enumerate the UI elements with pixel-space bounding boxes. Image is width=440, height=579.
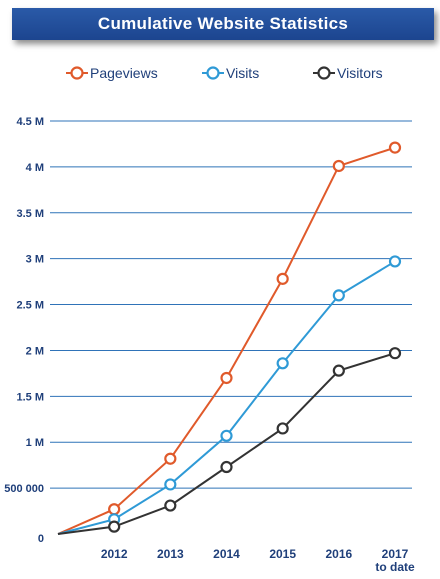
data-point-visitors bbox=[164, 499, 177, 512]
legend: Pageviews Visits Visitors bbox=[66, 65, 383, 81]
data-point-visits bbox=[164, 478, 177, 491]
legend-item-pageviews: Pageviews bbox=[66, 65, 158, 81]
x-tick-label: 2012 bbox=[101, 547, 128, 561]
data-point-visitors bbox=[220, 460, 233, 474]
legend-label: Pageviews bbox=[90, 65, 158, 81]
data-point-pageviews bbox=[220, 371, 233, 385]
y-tick-label: 4.5 M bbox=[16, 116, 44, 128]
y-tick-label: 4 M bbox=[26, 162, 44, 174]
data-point-visits bbox=[332, 289, 345, 302]
y-tick-label: 2 M bbox=[26, 345, 44, 357]
data-point-visitors bbox=[276, 422, 289, 435]
legend-swatch-marker bbox=[70, 66, 84, 80]
series-line-pageviews bbox=[57, 146, 396, 535]
data-point-pageviews bbox=[164, 452, 177, 465]
x-tick-sublabel: to date bbox=[375, 560, 415, 574]
legend-label: Visitors bbox=[337, 65, 383, 81]
data-point-visits bbox=[220, 429, 233, 442]
data-point-pageviews bbox=[332, 159, 345, 173]
y-tick-label: 0 bbox=[38, 533, 44, 545]
y-tick-label: 3 M bbox=[26, 254, 44, 266]
legend-item-visitors: Visitors bbox=[313, 65, 383, 81]
series-group bbox=[57, 141, 402, 535]
y-tick-label: 1.5 M bbox=[16, 391, 44, 403]
legend-swatch-marker bbox=[206, 66, 220, 80]
series-line-visits bbox=[57, 260, 396, 535]
legend-label: Visits bbox=[226, 65, 259, 81]
legend-swatch-marker bbox=[317, 66, 331, 80]
x-tick-label: 2016 bbox=[325, 547, 352, 561]
y-tick-label: 2.5 M bbox=[16, 300, 44, 312]
y-tick-label: 3.5 M bbox=[16, 208, 44, 220]
data-point-visitors bbox=[388, 347, 402, 360]
y-axis: 0 500 000 1 M 1.5 M 2 M 2.5 M 3 M 3.5 M 4 M 4.5 M bbox=[4, 116, 44, 545]
chart-title: Cumulative Website Statistics bbox=[12, 8, 434, 40]
x-tick-label: 2013 bbox=[157, 547, 184, 561]
x-tick-label: 2017 bbox=[382, 547, 409, 561]
legend-item-visits: Visits bbox=[202, 65, 259, 81]
x-tick-label: 2015 bbox=[269, 547, 296, 561]
data-point-pageviews bbox=[108, 503, 121, 516]
data-point-pageviews bbox=[276, 272, 289, 285]
grid-lines bbox=[50, 120, 412, 489]
y-tick-label: 1 M bbox=[26, 437, 44, 449]
data-point-visitors bbox=[108, 520, 121, 533]
data-point-visits bbox=[276, 357, 289, 370]
y-tick-label: 500 000 bbox=[4, 483, 44, 495]
data-point-visits bbox=[388, 255, 402, 268]
x-tick-label: 2014 bbox=[213, 547, 240, 561]
data-point-pageviews bbox=[388, 141, 402, 154]
data-point-visitors bbox=[332, 364, 345, 377]
